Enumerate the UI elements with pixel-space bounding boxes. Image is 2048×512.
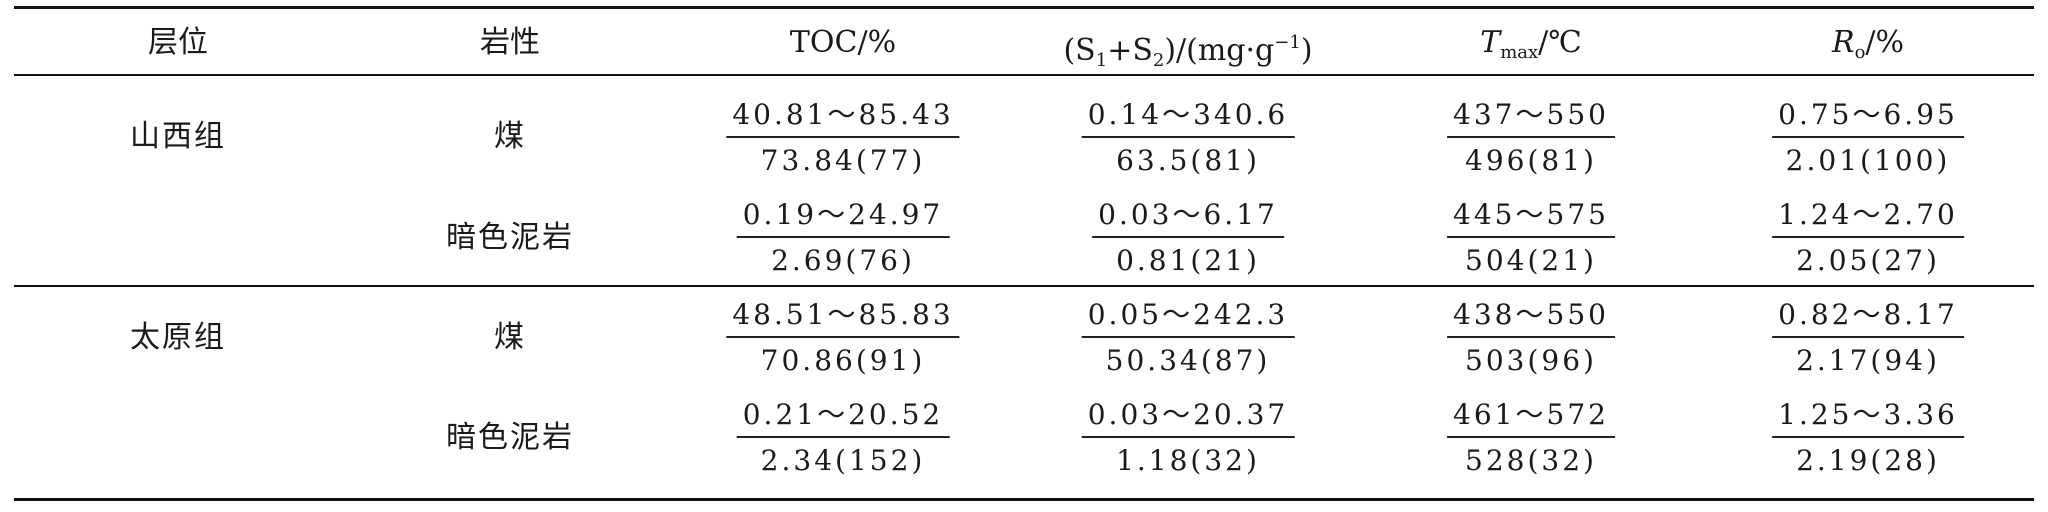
header-tmax: Tmax/℃ (1480, 25, 1582, 63)
header-s2-subscript: 2 (1152, 50, 1165, 71)
s1s2-average: 50.34(87) (1105, 344, 1271, 377)
s1s2-range: 0.03～20.37 (1081, 396, 1295, 438)
toc-range: 48.51～85.83 (726, 296, 960, 338)
s1s2-cell: 0.03～20.37 1.18(32) (1081, 396, 1295, 480)
toc-average: 2.34(152) (760, 444, 926, 477)
ro-range: 1.25～3.36 (1772, 396, 1964, 438)
header-rule (14, 74, 2034, 76)
ro-cell: 0.75～6.95 2.01(100) (1772, 96, 1964, 180)
header-lithology: 岩性 (480, 25, 540, 60)
bottom-rule (14, 498, 2034, 501)
header-toc: TOC/% (789, 25, 897, 60)
group-label-shanxi: 山西组 (130, 119, 226, 154)
ro-average: 2.01(100) (1785, 144, 1951, 177)
header-ro-subscript: o (1854, 42, 1866, 63)
toc-range: 0.21～20.52 (736, 396, 950, 438)
ro-range: 0.82～8.17 (1772, 296, 1964, 338)
toc-cell: 48.51～85.83 70.86(91) (726, 296, 960, 380)
tmax-range: 445～575 (1447, 196, 1615, 238)
lithology-cell: 暗色泥岩 (446, 220, 574, 255)
tmax-range: 438～550 (1447, 296, 1615, 338)
toc-average: 73.84(77) (760, 144, 926, 177)
s1s2-range: 0.03～6.17 (1092, 196, 1284, 238)
tmax-cell: 461～572 528(32) (1447, 396, 1615, 480)
header-ro-symbol: R (1831, 25, 1855, 60)
ro-cell: 0.82～8.17 2.17(94) (1772, 296, 1964, 380)
tmax-range: 437～550 (1447, 96, 1615, 138)
group-divider-rule (14, 285, 2034, 287)
top-rule (14, 6, 2034, 9)
header-s1s2: (S1+S2)/(mg·g−1) (1063, 25, 1312, 71)
tmax-average: 496(81) (1465, 144, 1597, 177)
ro-average: 2.17(94) (1796, 344, 1940, 377)
header-tmax-symbol: T (1480, 25, 1501, 60)
toc-range: 40.81～85.43 (726, 96, 960, 138)
tmax-range: 461～572 (1447, 396, 1615, 438)
toc-average: 2.69(76) (771, 244, 915, 277)
tmax-average: 503(96) (1465, 344, 1597, 377)
header-s2-plus: +S (1107, 33, 1153, 68)
s1s2-cell: 0.14～340.6 63.5(81) (1081, 96, 1295, 180)
tmax-cell: 437～550 496(81) (1447, 96, 1615, 180)
s1s2-cell: 0.03～6.17 0.81(21) (1092, 196, 1284, 280)
header-tmax-subscript: max (1500, 42, 1539, 63)
header-s1s2-close: ) (1300, 33, 1313, 68)
s1s2-range: 0.05～242.3 (1081, 296, 1295, 338)
s1s2-cell: 0.05～242.3 50.34(87) (1081, 296, 1295, 380)
ro-cell: 1.25～3.36 2.19(28) (1772, 396, 1964, 480)
toc-average: 70.86(91) (760, 344, 926, 377)
tmax-cell: 445～575 504(21) (1447, 196, 1615, 280)
header-ro-unit: /% (1865, 25, 1905, 60)
header-ro: Ro/% (1831, 25, 1905, 63)
header-layer: 层位 (148, 25, 208, 60)
lithology-cell: 煤 (494, 119, 526, 154)
ro-average: 2.19(28) (1796, 444, 1940, 477)
s1s2-range: 0.14～340.6 (1081, 96, 1295, 138)
header-s1-subscript: 1 (1095, 50, 1108, 71)
ro-range: 1.24～2.70 (1772, 196, 1964, 238)
header-s1s2-superscript: −1 (1274, 32, 1301, 53)
tmax-cell: 438～550 503(96) (1447, 296, 1615, 380)
s1s2-average: 1.18(32) (1116, 444, 1260, 477)
toc-cell: 40.81～85.43 73.84(77) (726, 96, 960, 180)
ro-average: 2.05(27) (1796, 244, 1940, 277)
header-tmax-unit: /℃ (1538, 25, 1582, 60)
lithology-cell: 暗色泥岩 (446, 420, 574, 455)
s1s2-average: 63.5(81) (1116, 144, 1260, 177)
header-s1s2-unit: )/(mg·g (1164, 33, 1275, 68)
ro-range: 0.75～6.95 (1772, 96, 1964, 138)
lithology-cell: 煤 (494, 320, 526, 355)
s1s2-average: 0.81(21) (1116, 244, 1260, 277)
tmax-average: 504(21) (1465, 244, 1597, 277)
ro-cell: 1.24～2.70 2.05(27) (1772, 196, 1964, 280)
group-label-taiyuan: 太原组 (130, 320, 226, 355)
toc-range: 0.19～24.97 (736, 196, 950, 238)
toc-cell: 0.21～20.52 2.34(152) (736, 396, 950, 480)
header-s1s2-open: (S (1063, 33, 1096, 68)
tmax-average: 528(32) (1465, 444, 1597, 477)
toc-cell: 0.19～24.97 2.69(76) (736, 196, 950, 280)
